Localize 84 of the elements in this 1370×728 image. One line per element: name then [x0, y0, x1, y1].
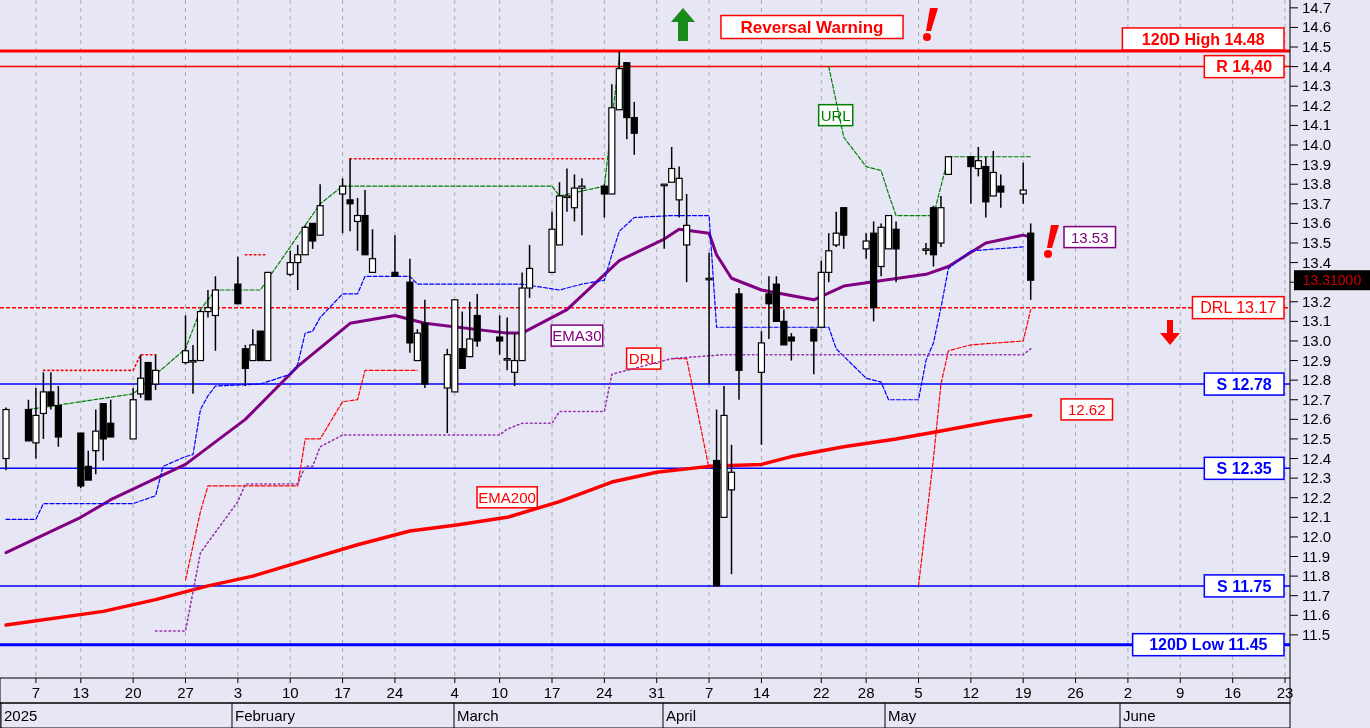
- y-tick-label: 13.9: [1302, 155, 1332, 173]
- y-tick-label: 14.2: [1302, 96, 1332, 114]
- y-tick-label: 14.7: [1302, 0, 1332, 16]
- x-tick-label: 22: [812, 684, 830, 701]
- y-tick-label: 13.0: [1302, 331, 1332, 349]
- annotation: 12.62: [1067, 400, 1106, 418]
- y-tick-label: 14.6: [1302, 18, 1332, 36]
- candlestick: [338, 177, 347, 234]
- y-tick-label: 11.8: [1302, 567, 1331, 585]
- line-series: [154, 348, 1032, 632]
- x-tick-label: 7: [704, 684, 714, 701]
- annotation: Reversal Warning: [740, 18, 884, 38]
- text: April: [666, 707, 697, 724]
- y-tick-label: 12.9: [1302, 351, 1332, 369]
- y-tick-label: 12.2: [1302, 488, 1332, 506]
- x-tick-label: 7: [31, 684, 41, 701]
- candlestick: [391, 234, 399, 278]
- y-tick-label: 13.1: [1302, 312, 1332, 330]
- y-tick-label: 13.6: [1302, 214, 1332, 232]
- y-tick-label: 12.8: [1302, 371, 1332, 389]
- y-tick-label: 13.5: [1302, 233, 1332, 251]
- y-tick-label: 12.1: [1302, 508, 1332, 526]
- ref-line-label: 120D High 14.48: [1141, 30, 1265, 48]
- x-tick-label: 5: [914, 684, 923, 701]
- annotation: 13.53: [1070, 228, 1109, 246]
- text: 13.31000: [1302, 272, 1362, 289]
- y-tick-label: 13.8: [1302, 175, 1332, 193]
- x-tick-label: 24: [386, 684, 404, 701]
- y-tick-label: 11.6: [1302, 606, 1331, 624]
- ref-line-label: R 14,40: [1216, 58, 1273, 76]
- x-tick-label: 10: [491, 684, 508, 701]
- y-tick-label: 14.5: [1302, 38, 1332, 56]
- text: 2025: [4, 707, 38, 724]
- text: June: [1123, 707, 1156, 724]
- x-tick-label: 13: [72, 684, 90, 701]
- y-tick-label: 11.5: [1302, 625, 1331, 643]
- candlestick: [496, 314, 504, 356]
- x-tick-label: 9: [1176, 684, 1185, 701]
- x-tick-label: 3: [233, 684, 243, 701]
- ref-line-label: 120D Low 11.45: [1149, 636, 1268, 654]
- y-tick-label: 13.7: [1302, 194, 1332, 212]
- x-tick-label: 23: [1276, 684, 1294, 701]
- candlestick: [346, 157, 354, 232]
- ref-line-label: S 12.78: [1216, 375, 1272, 393]
- y-tick-label: 12.7: [1302, 390, 1332, 408]
- ref-line-label: S 11.75: [1217, 577, 1272, 595]
- x-tick-label: 14: [753, 684, 770, 701]
- y-tick-label: 14.3: [1302, 77, 1332, 95]
- x-tick-label: 31: [648, 684, 666, 701]
- candlestick: [810, 328, 818, 376]
- ref-line-label: S 12.35: [1216, 460, 1272, 478]
- y-tick-label: 11.9: [1302, 547, 1331, 565]
- candlestick: [683, 193, 691, 283]
- x-tick-label: 12: [962, 684, 980, 701]
- candlestick: [234, 255, 242, 305]
- candlestick: [1019, 161, 1027, 205]
- x-tick-label: 17: [543, 684, 561, 701]
- y-tick-label: 12.6: [1302, 410, 1332, 428]
- y-tick-label: 13.4: [1302, 253, 1332, 271]
- y-tick-label: 13.2: [1302, 292, 1332, 310]
- x-tick-label: 28: [857, 684, 875, 701]
- x-tick-label: 4: [450, 684, 459, 701]
- y-tick-label: 12.3: [1302, 469, 1332, 487]
- x-tick-label: 26: [1067, 684, 1084, 701]
- x-tick-label: 24: [596, 684, 613, 701]
- text: March: [457, 707, 499, 724]
- x-tick-label: 16: [1224, 684, 1241, 701]
- text: May: [888, 707, 917, 724]
- x-tick-label: 10: [281, 684, 299, 701]
- y-tick-label: 12.5: [1302, 429, 1332, 447]
- candlestick: [368, 228, 377, 274]
- x-tick-label: 19: [1014, 684, 1032, 701]
- x-tick-label: 20: [124, 684, 142, 701]
- ref-line-label: DRL 13.17: [1200, 299, 1277, 317]
- y-tick-label: 12.4: [1302, 449, 1332, 467]
- y-tick-label: 14.1: [1302, 116, 1332, 134]
- x-tick-label: 27: [177, 684, 194, 701]
- text: February: [235, 707, 296, 724]
- y-tick-label: 11.7: [1302, 586, 1331, 604]
- x-tick-label: 2: [1123, 684, 1133, 701]
- y-tick-label: 14.4: [1302, 57, 1332, 75]
- y-tick-label: 12.0: [1302, 527, 1332, 545]
- y-tick-label: 14.0: [1302, 136, 1332, 154]
- x-tick-label: 17: [334, 684, 351, 701]
